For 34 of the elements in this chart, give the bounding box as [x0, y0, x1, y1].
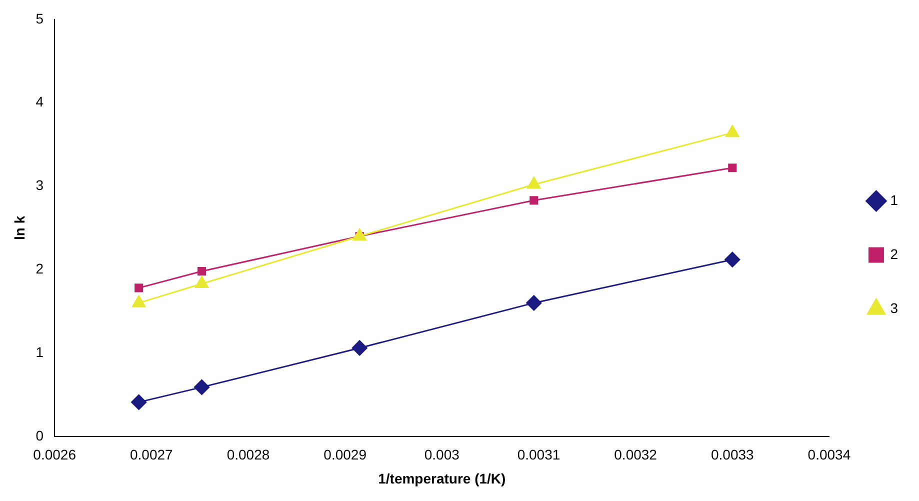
x-tick-label: 0.0033 [710, 446, 754, 463]
point [728, 164, 737, 172]
point [194, 276, 209, 288]
point [527, 176, 541, 189]
y-tick-label: 3 [36, 177, 44, 194]
y-axis-title: ln k [11, 216, 28, 240]
point [726, 125, 740, 138]
x-tick-label: 0.0032 [614, 446, 658, 463]
point [352, 340, 368, 356]
x-tick-label: 0.0029 [324, 446, 367, 463]
x-tick-label: 0.0027 [130, 446, 174, 463]
point [530, 196, 538, 205]
x-tick-label: 0.0026 [33, 446, 76, 463]
point [194, 379, 210, 395]
point [131, 394, 147, 410]
x-tick-label: 0.0034 [808, 446, 851, 463]
x-tick-label: 0.0028 [226, 446, 270, 463]
point [134, 284, 144, 292]
legend-label: 3 [890, 300, 898, 316]
x-tick-label: 0.0031 [517, 446, 560, 463]
y-tick-label: 5 [36, 10, 44, 26]
x-tick-label: 0.003 [424, 446, 460, 463]
legend-label: 2 [890, 246, 898, 262]
point [132, 295, 146, 308]
point [526, 295, 542, 311]
y-tick-label: 2 [36, 260, 44, 276]
legend-label: 1 [890, 192, 898, 208]
y-tick-label: 0 [36, 427, 44, 444]
x-axis-title: 1/temperature (1/K) [378, 470, 506, 486]
y-tick-label: 1 [36, 344, 44, 360]
point [724, 252, 740, 268]
point [352, 228, 366, 240]
y-tick-label: 4 [36, 94, 44, 110]
point [197, 266, 206, 276]
